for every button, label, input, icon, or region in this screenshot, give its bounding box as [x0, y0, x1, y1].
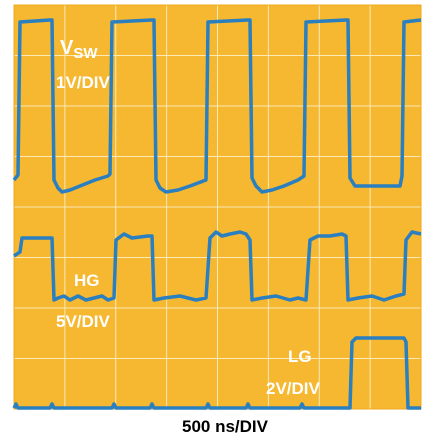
vsw-label-main: V — [60, 37, 74, 59]
grid — [14, 5, 421, 409]
trace-lg — [12, 336, 421, 410]
hg-label: HG — [74, 271, 100, 290]
vsw-label: VSW — [60, 37, 98, 62]
lg-scale: 2V/DIV — [266, 379, 321, 398]
lg-label: LG — [288, 347, 312, 366]
hg-scale: 5V/DIV — [56, 312, 111, 331]
x-axis-label: 500 ns/DIV — [182, 417, 269, 436]
vsw-scale: 1V/DIV — [56, 73, 111, 92]
trace-vsw — [12, 18, 422, 194]
vsw-label-sub: SW — [73, 45, 98, 62]
trace-hg — [13, 230, 422, 302]
